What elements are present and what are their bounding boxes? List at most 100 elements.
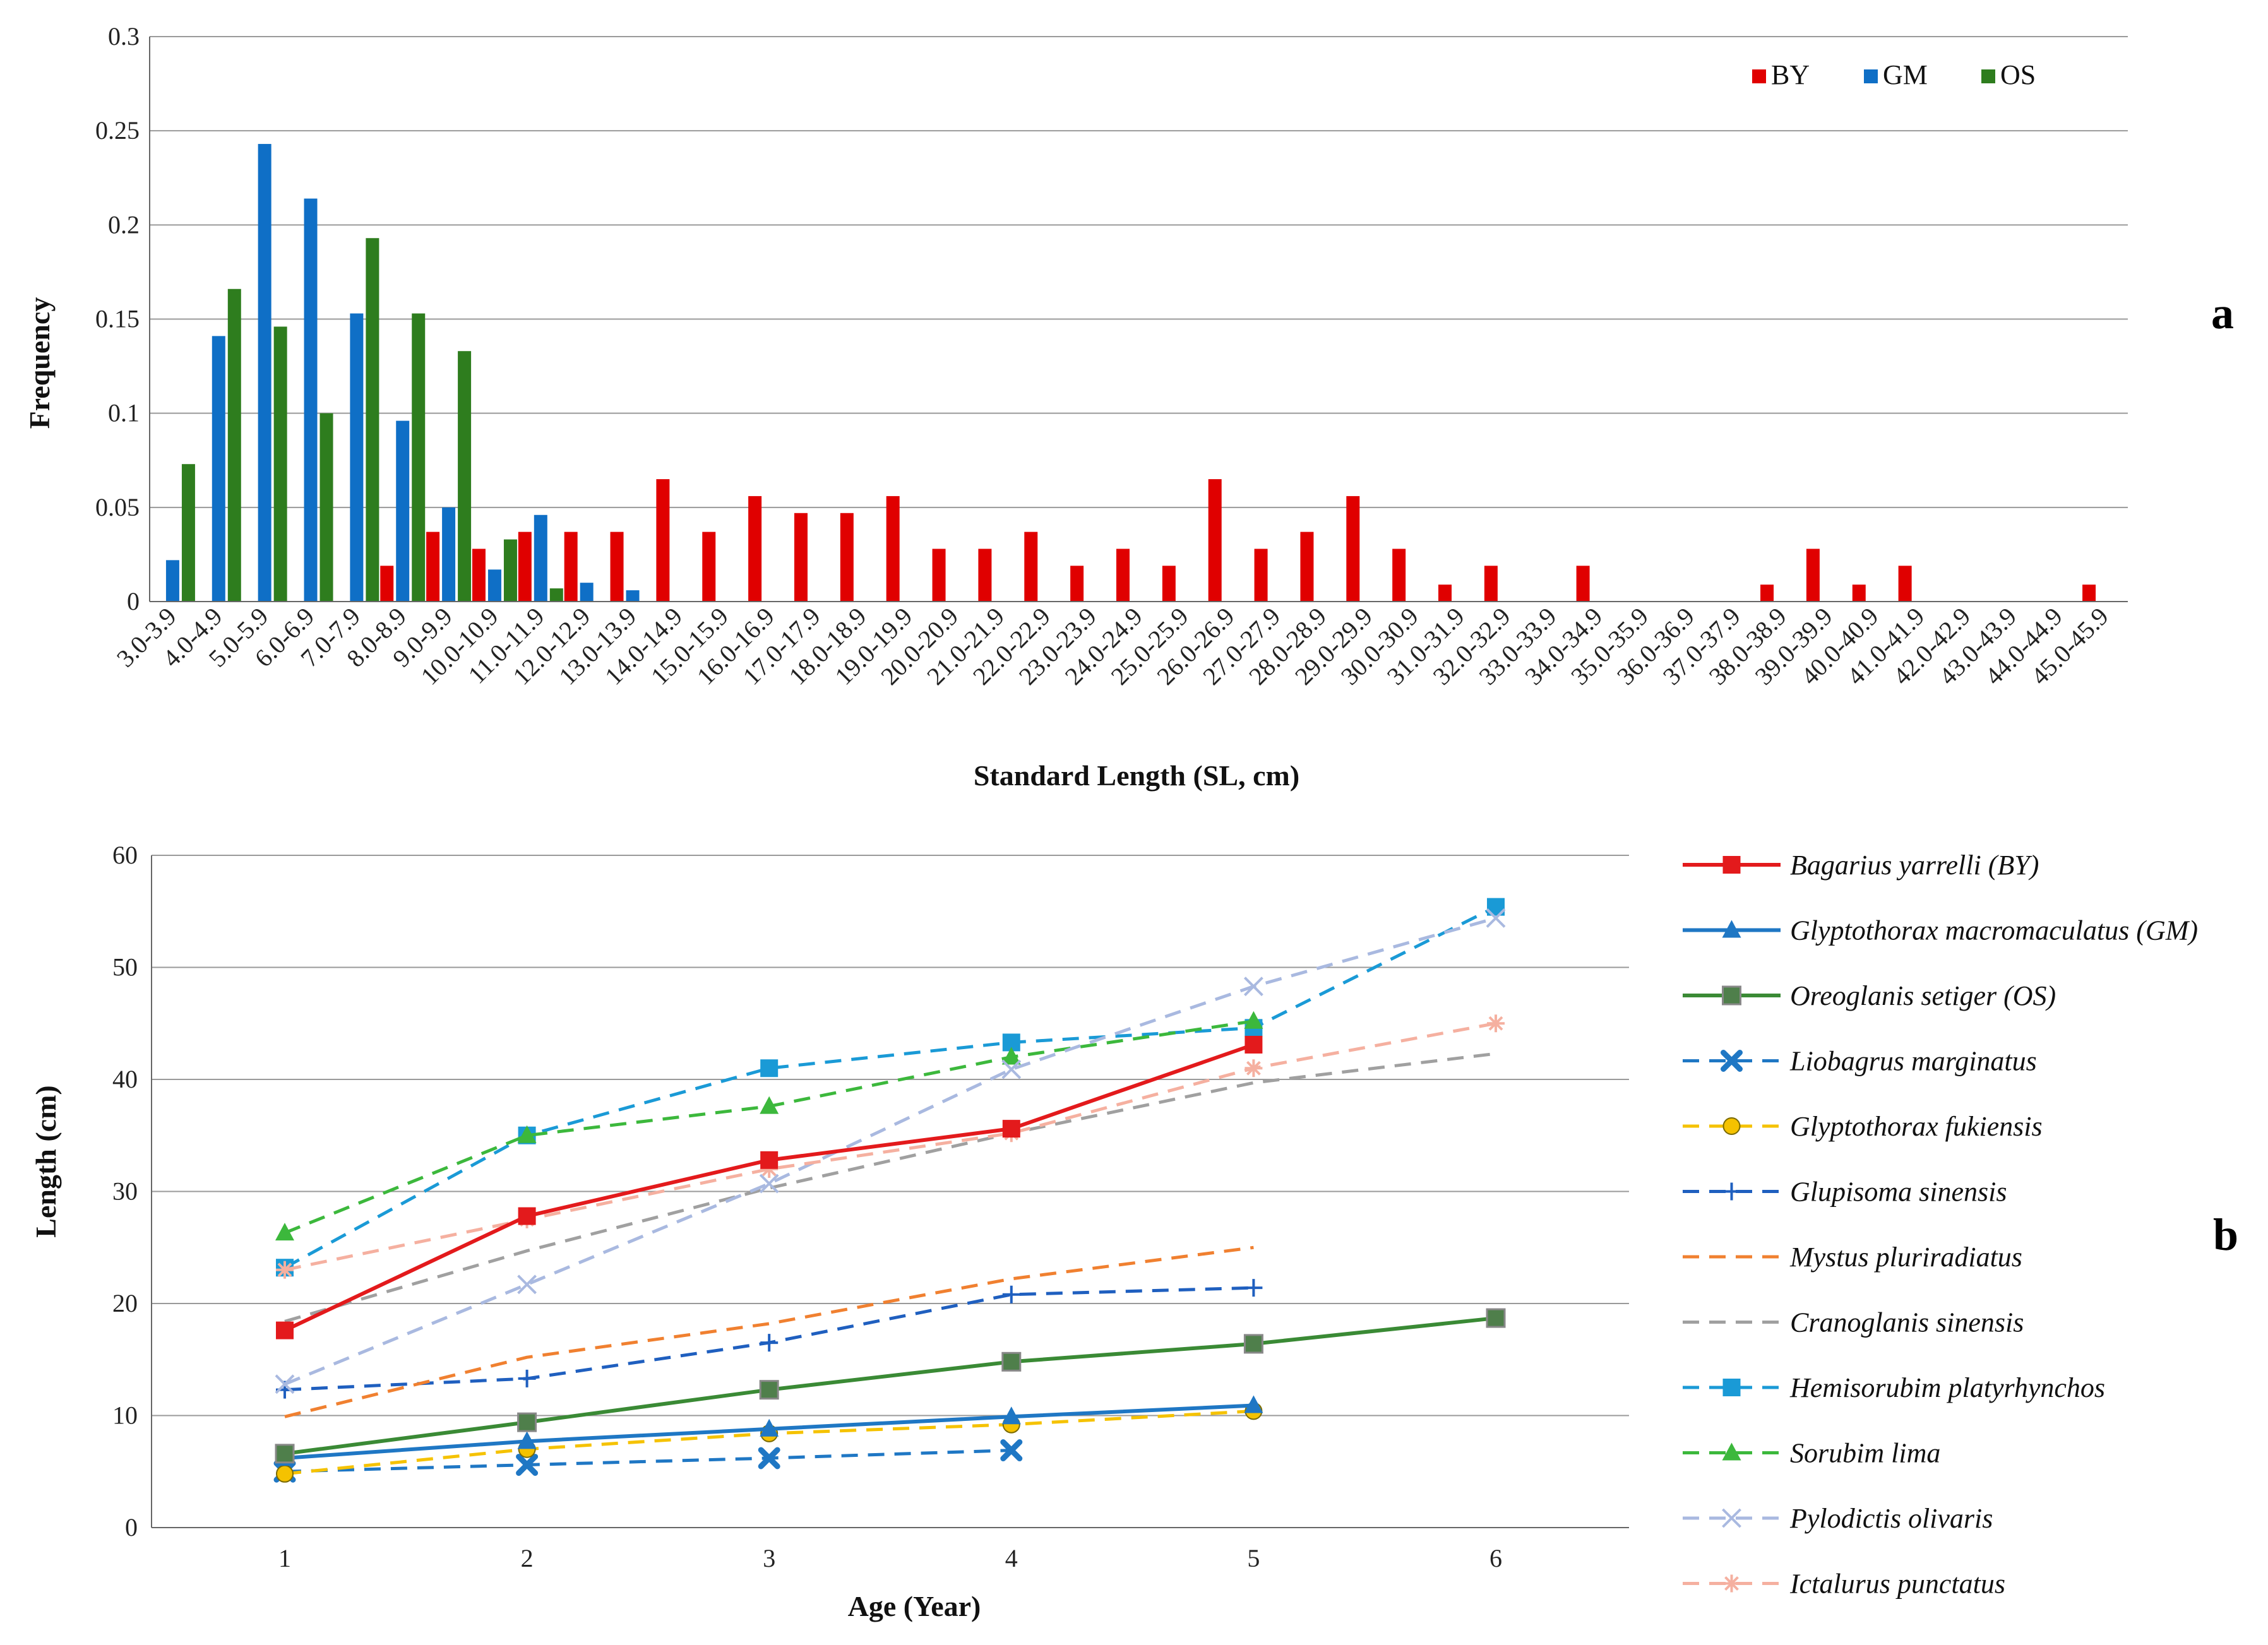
series-5: [275, 1279, 1263, 1399]
bar-by: [1162, 566, 1176, 602]
data-point: [517, 1412, 537, 1432]
y-tick-label: 0.1: [108, 399, 140, 427]
data-point: [1000, 1439, 1023, 1462]
data-point: [1001, 1351, 1022, 1372]
legend-marker: [1722, 985, 1741, 1006]
data-point: [760, 1160, 779, 1178]
legend-label: Hemisorubim platyrhynchos: [1789, 1372, 2105, 1403]
series-line: [284, 1245, 1254, 1418]
x-axis-ticks: 3.0-3.94.0-4.95.0-5.96.0-6.97.0-7.98.0-8…: [111, 602, 2114, 691]
legend-swatch-os: [1981, 69, 1995, 83]
legend-label: Ictalurus punctatus: [1789, 1569, 2005, 1600]
bar-os: [458, 351, 472, 602]
bar-gm: [165, 560, 179, 602]
bar-by: [426, 532, 440, 602]
bar-os: [273, 326, 287, 602]
y-tick-label: 50: [112, 953, 138, 982]
legend-label-gm: GM: [1883, 59, 1928, 90]
data-point: [275, 1261, 294, 1279]
data-point: [1243, 977, 1263, 997]
bar-by: [978, 549, 992, 602]
x-tick-label: 6: [1489, 1544, 1502, 1572]
bar-by: [1300, 532, 1314, 602]
grid-lines: [150, 36, 2128, 602]
data-point: [516, 1454, 539, 1476]
bar-by: [1070, 566, 1084, 602]
legend-label-os: OS: [2000, 59, 2036, 90]
bar-gm: [580, 583, 594, 602]
x-axis-title: Age (Year): [848, 1590, 981, 1622]
bar-by: [1576, 566, 1590, 602]
legend-label: Glyptothorax fukiensis: [1790, 1111, 2043, 1142]
y-axis-title: Length (cm): [30, 1085, 62, 1237]
bar-by: [1346, 496, 1360, 602]
panel-label-b: b: [2213, 1209, 2238, 1260]
series-4: [275, 1402, 1263, 1483]
bar-by: [1438, 585, 1452, 602]
y-tick-label: 20: [112, 1289, 138, 1317]
y-tick-label: 0.3: [108, 22, 140, 50]
bar-gm: [534, 514, 547, 602]
y-tick-label: 10: [112, 1401, 138, 1430]
bar-by: [2082, 585, 2096, 602]
data-point: [517, 1274, 537, 1295]
panel-label-a: a: [2211, 288, 2234, 338]
legend-label: Glyptothorax macromaculatus (GM): [1790, 915, 2198, 946]
legend-marker: [1722, 1508, 1741, 1528]
bar-gm: [212, 336, 225, 602]
bar-os: [227, 288, 241, 602]
bar-gm: [626, 590, 640, 602]
data-point: [1244, 1035, 1263, 1054]
bar-gm: [258, 144, 272, 602]
bar-gm: [442, 507, 456, 602]
legend-marker: [1721, 1050, 1743, 1072]
legend-label: Pylodictis olivaris: [1789, 1503, 1993, 1534]
y-tick-label: 0: [125, 1513, 138, 1541]
y-tick-label: 40: [112, 1065, 138, 1093]
legend-marker: [1722, 1182, 1741, 1201]
bar-by: [564, 532, 578, 602]
bar-by: [1806, 549, 1820, 602]
series-6: [284, 1245, 1254, 1418]
bar-by: [472, 549, 486, 602]
bar-gm: [350, 313, 364, 602]
legend-marker: [1722, 856, 1741, 874]
bar-chart-panel-a: 0 0.05 0.1 0.15 0.2 0.25 0.3 3.0-3.94.0-4.95.0…: [23, 22, 2234, 792]
legend-marker: [1722, 1442, 1741, 1461]
series-line: [284, 1449, 1012, 1473]
series-9: [275, 1011, 1263, 1241]
data-point: [1244, 1279, 1263, 1297]
x-axis-title: Standard Length (SL, cm): [974, 759, 1299, 792]
data-point: [1002, 1120, 1020, 1138]
y-tick-label: 30: [112, 1177, 138, 1206]
legend-swatch-gm: [1864, 69, 1878, 83]
bar-by: [748, 496, 762, 602]
data-point: [1244, 1059, 1263, 1078]
y-tick-label: 0.15: [95, 305, 140, 333]
series-8: [275, 898, 1505, 1277]
bar-by: [610, 532, 624, 602]
y-axis-title: Frequency: [23, 297, 56, 429]
data-point: [1244, 1011, 1263, 1029]
data-point: [760, 1059, 779, 1078]
line-chart-panel-b: 0 10 20 30 40 50 60 1 2 3 4 5 6 Bagarius yarrelli (…: [30, 841, 2238, 1622]
data-point: [517, 1125, 537, 1143]
data-point: [1486, 1308, 1506, 1328]
series-10: [275, 908, 1506, 1394]
data-point: [760, 1096, 779, 1114]
x-axis-ticks: 1 2 3 4 5 6: [278, 1544, 1502, 1572]
data-point: [759, 1380, 779, 1400]
legend-label: Oreoglanis setiger (OS): [1790, 980, 2056, 1011]
series-line: [284, 1019, 1254, 1235]
legend-label: Liobagrus marginatus: [1789, 1046, 2037, 1077]
series-line: [284, 905, 1497, 1269]
x-tick-label: 2: [521, 1544, 534, 1572]
legend: Bagarius yarrelli (BY) Glyptothorax macro…: [1683, 850, 2198, 1600]
series-7: [284, 1052, 1496, 1323]
data-point: [760, 1334, 779, 1352]
bar-by: [1898, 566, 1912, 602]
series-2: [275, 1308, 1506, 1464]
data-point: [1243, 1334, 1263, 1354]
bar-by: [1024, 532, 1038, 602]
